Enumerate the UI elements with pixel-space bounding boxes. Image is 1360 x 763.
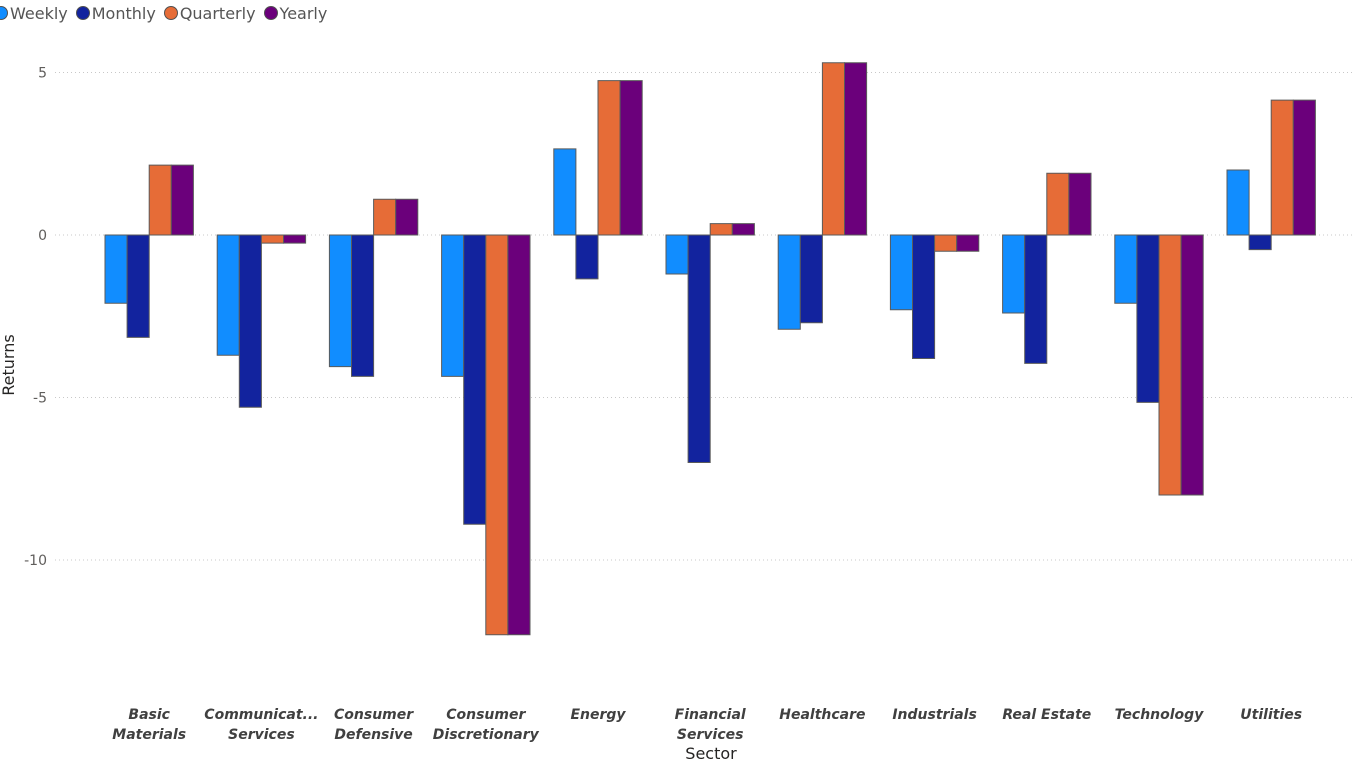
bar-monthly[interactable] <box>912 234 936 359</box>
legend-item-weekly[interactable]: Weekly <box>0 4 68 23</box>
legend-label-weekly: Weekly <box>10 3 68 23</box>
bar-monthly[interactable] <box>238 234 262 408</box>
legend-item-yearly[interactable]: Yearly <box>263 3 328 23</box>
legend-label-yearly: Yearly <box>279 3 328 23</box>
bar-monthly[interactable] <box>1248 234 1272 251</box>
x-axis-label: Sector <box>685 744 737 763</box>
y-axis-ticks: 5 0 -5 -10 <box>24 66 47 570</box>
bar-monthly[interactable] <box>1136 234 1160 403</box>
legend-swatch-quarterly <box>163 6 178 20</box>
x-tick-label: Industrials <box>892 707 976 723</box>
y-tick-label: 5 <box>38 66 47 82</box>
bar-yearly[interactable] <box>956 234 980 252</box>
bar-weekly[interactable] <box>1002 234 1026 314</box>
legend-item-quarterly[interactable]: Quarterly <box>163 3 256 23</box>
x-tick-label: Consumer Discretionary <box>433 707 540 743</box>
y-tick-label: -10 <box>24 553 47 569</box>
bar-quarterly[interactable] <box>148 164 172 236</box>
bar-quarterly[interactable] <box>1046 172 1070 236</box>
bar-monthly[interactable] <box>799 234 823 324</box>
bar-yearly[interactable] <box>731 223 755 236</box>
bar-quarterly[interactable] <box>260 234 284 244</box>
bar-weekly[interactable] <box>665 234 689 275</box>
bar-yearly[interactable] <box>619 80 643 236</box>
bar-weekly[interactable] <box>216 234 240 356</box>
bar-monthly[interactable] <box>575 234 599 280</box>
bar-yearly[interactable] <box>1068 172 1092 236</box>
bar-quarterly[interactable] <box>709 223 733 236</box>
bar-yearly[interactable] <box>507 234 531 636</box>
x-tick-label: Financial Services <box>675 707 746 743</box>
y-tick-label: 0 <box>38 228 47 244</box>
bar-quarterly[interactable] <box>1158 234 1182 496</box>
bar-monthly[interactable] <box>126 234 150 338</box>
y-axis-label: Returns <box>0 334 18 395</box>
bar-yearly[interactable] <box>395 198 419 236</box>
legend-label-monthly: Monthly <box>91 3 156 23</box>
chart-legend: Weekly Monthly Quarterly Yearly <box>0 2 335 24</box>
legend-swatch-yearly <box>263 6 278 20</box>
bar-monthly[interactable] <box>687 234 711 463</box>
bar-quarterly[interactable] <box>485 234 509 636</box>
x-tick-label: Utilities <box>1240 707 1302 723</box>
x-tick-label: Basic Materials <box>112 707 186 743</box>
bar-weekly[interactable] <box>1226 169 1250 236</box>
x-tick-label: Healthcare <box>779 707 865 723</box>
legend-item-monthly[interactable]: Monthly <box>75 3 156 23</box>
bar-monthly[interactable] <box>1024 234 1048 364</box>
bar-weekly[interactable] <box>328 234 352 368</box>
bar-quarterly[interactable] <box>597 80 621 236</box>
bar-weekly[interactable] <box>553 148 577 236</box>
bar-yearly[interactable] <box>1292 99 1316 236</box>
bar-quarterly[interactable] <box>821 62 846 236</box>
x-tick-label: Real Estate <box>1002 707 1091 723</box>
bar-yearly[interactable] <box>1180 234 1204 496</box>
x-axis-ticks: Basic Materials Communicat... Services Consu… <box>112 707 1302 743</box>
bar-weekly[interactable] <box>1114 234 1138 304</box>
bar-quarterly[interactable] <box>934 234 958 252</box>
bar-quarterly[interactable] <box>373 198 397 236</box>
bar-weekly[interactable] <box>777 234 801 330</box>
legend-label-quarterly: Quarterly <box>179 3 256 23</box>
bar-weekly[interactable] <box>889 234 914 311</box>
bar-monthly[interactable] <box>463 234 487 525</box>
bar-weekly[interactable] <box>104 234 128 304</box>
bar-yearly[interactable] <box>283 234 307 244</box>
bars <box>104 62 1316 636</box>
legend-swatch-monthly <box>75 6 90 20</box>
bar-weekly[interactable] <box>441 234 465 377</box>
bar-yearly[interactable] <box>844 62 868 236</box>
bar-quarterly[interactable] <box>1270 99 1294 236</box>
bar-yearly[interactable] <box>170 164 194 236</box>
x-tick-label: Consumer Defensive <box>334 707 414 743</box>
x-tick-label: Energy <box>570 707 626 723</box>
y-tick-label: -5 <box>33 391 47 407</box>
x-tick-label: Technology <box>1115 707 1205 723</box>
bar-monthly[interactable] <box>351 234 375 377</box>
x-tick-label: Communicat... Services <box>204 707 318 743</box>
